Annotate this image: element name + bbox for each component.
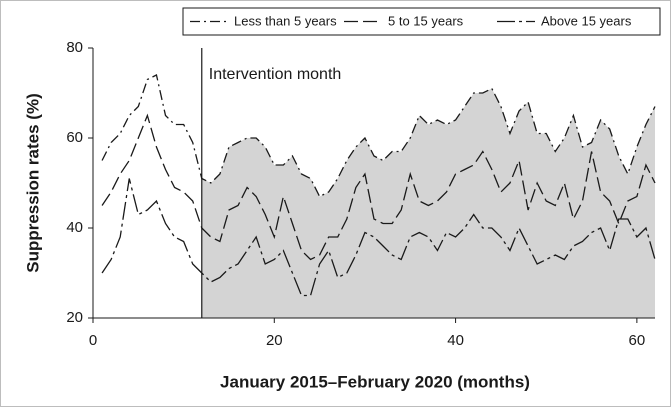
y-tick-label: 80 [66,39,83,56]
legend [182,7,661,36]
legend-label: Less than 5 years [234,13,337,28]
y-tick-label: 20 [66,309,83,326]
series-line [101,178,656,297]
x-tick-label: 0 [89,332,97,349]
x-tick-label: 20 [266,332,283,349]
y-tick-label: 60 [66,129,83,146]
annotation: Intervention month [209,66,342,83]
x-tick-label: 60 [629,332,646,349]
series-line [101,74,656,198]
legend-label: Above 15 years [541,13,632,28]
x-tick-label: 40 [447,332,464,349]
x-axis-title: January 2015–February 2020 (months) [220,372,530,391]
y-tick-label: 40 [66,219,83,236]
y-axis-title: Suppression rates (%) [23,93,42,273]
intervention-shading [201,88,655,318]
legend-label: 5 to 15 years [388,13,464,28]
